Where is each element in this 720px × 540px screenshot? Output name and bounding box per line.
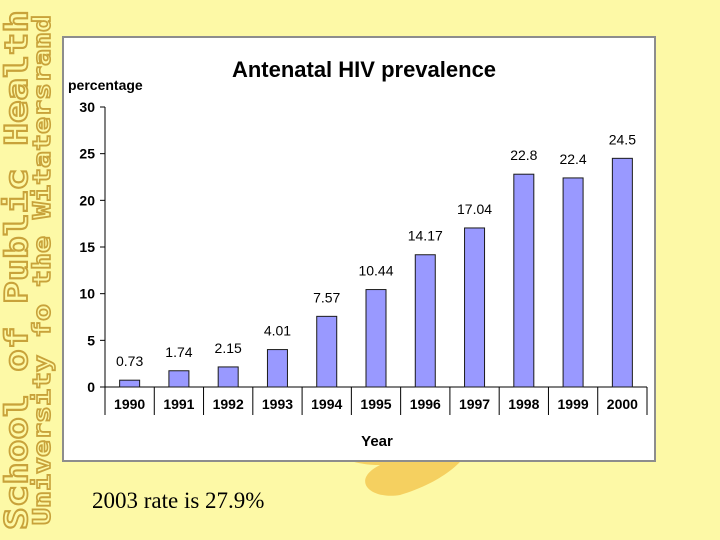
bar-1997: [464, 227, 486, 388]
x-tick-label: 1992: [213, 396, 244, 412]
bar-value-label: 2.15: [215, 340, 242, 356]
bar-1991: [168, 370, 190, 388]
side-title: School of Public Health University fo th…: [0, 0, 60, 540]
bar-value-label: 14.17: [408, 228, 443, 244]
bar-value-label: 4.01: [264, 323, 291, 339]
bar-value-label: 22.8: [510, 147, 537, 163]
y-tick-label: 15: [79, 239, 95, 255]
x-tick-label: 1990: [114, 396, 145, 412]
hiv-prevalence-chart: Antenatal HIV prevalence percentage Year…: [68, 57, 648, 450]
bar-value-label: 7.57: [313, 289, 340, 305]
chart-title: Antenatal HIV prevalence: [232, 57, 496, 82]
bar-value-label: 0.73: [116, 353, 143, 369]
y-tick-label: 10: [79, 286, 95, 302]
y-tick-label: 25: [79, 146, 95, 162]
x-tick-label: 1995: [360, 396, 391, 412]
bar-value-label: 10.44: [358, 263, 393, 279]
x-tick-label: 1998: [508, 396, 539, 412]
bar-1990: [119, 379, 141, 388]
side-title-line2: University fo the Witatersrand: [28, 15, 56, 525]
bar-1993: [266, 349, 288, 388]
x-axis-label: Year: [361, 433, 393, 450]
y-axis-label: percentage: [68, 77, 143, 93]
x-tick-label: 1993: [262, 396, 293, 412]
y-tick-label: 5: [87, 332, 95, 348]
chart-frame: Antenatal HIV prevalence percentage Year…: [62, 36, 656, 462]
bar-1995: [365, 289, 387, 388]
bar-value-label: 24.5: [609, 131, 636, 147]
x-tick-label: 1999: [558, 396, 589, 412]
bar-1994: [316, 315, 338, 388]
x-tick-label: 1994: [311, 396, 342, 412]
bar-1998: [513, 173, 535, 388]
x-tick-label: 1996: [410, 396, 441, 412]
bar-value-label: 17.04: [457, 201, 492, 217]
x-tick-label: 2000: [607, 396, 638, 412]
side-title-line1: School of Public Health: [0, 10, 35, 530]
y-tick-label: 20: [79, 192, 95, 208]
bar-value-label: 1.74: [165, 344, 192, 360]
y-tick-label: 30: [79, 99, 95, 115]
x-tick-label: 1991: [163, 396, 194, 412]
bar-2000: [611, 157, 633, 388]
y-tick-label: 0: [87, 379, 95, 395]
bar-1999: [562, 177, 584, 388]
x-tick-label: 1997: [459, 396, 490, 412]
bar-1992: [217, 366, 239, 388]
footnote-text: 2003 rate is 27.9%: [92, 488, 265, 513]
bar-1996: [414, 254, 436, 388]
bar-value-label: 22.4: [559, 151, 586, 167]
